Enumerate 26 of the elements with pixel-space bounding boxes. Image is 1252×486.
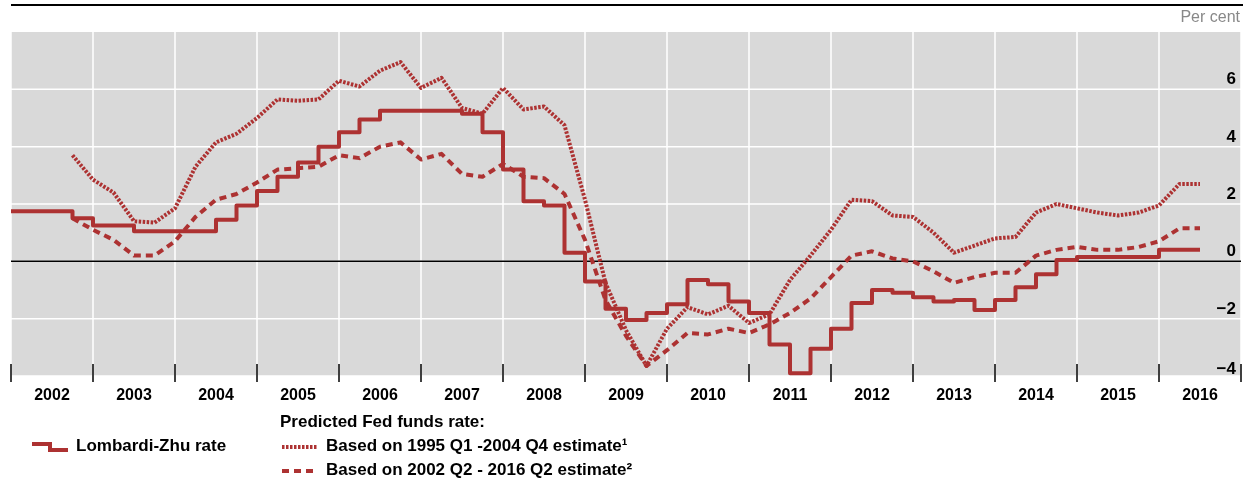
legend-label: Based on 2002 Q2 - 2016 Q2 estimate² (326, 460, 633, 480)
x-tick-label: 2004 (198, 386, 234, 403)
x-tick-label: 2011 (772, 386, 808, 403)
x-tick-label: 2014 (1018, 386, 1054, 403)
x-tick-label: 2015 (1100, 386, 1136, 403)
y-tick-label: 6 (1226, 69, 1236, 89)
y-axis-title: Per cent (1180, 8, 1240, 26)
x-tick-label: 2012 (854, 386, 890, 403)
legend-title: Predicted Fed funds rate: (280, 412, 486, 432)
x-tick-label: 2008 (526, 386, 562, 403)
x-tick-label: 2005 (280, 386, 316, 403)
x-tick-label: 2013 (936, 386, 972, 403)
x-tick-label: 2002 (34, 386, 70, 403)
x-tick-label: 2007 (444, 386, 480, 403)
y-tick-label: −2 (1216, 298, 1236, 318)
x-tick-label: 2006 (362, 386, 398, 403)
y-tick-label: 4 (1226, 126, 1237, 146)
x-tick-label: 2010 (690, 386, 726, 403)
x-tick-label: 2003 (116, 386, 152, 403)
x-tick-label: 2016 (1182, 386, 1218, 403)
y-tick-label: 0 (1226, 241, 1236, 261)
y-tick-label: −4 (1216, 359, 1237, 378)
y-tick-label: 2 (1226, 184, 1236, 203)
legend-label: Based on 1995 Q1 -2004 Q4 estimate¹ (326, 436, 628, 456)
legend-label: Lombardi-Zhu rate (76, 436, 227, 456)
x-tick-label: 2009 (608, 386, 644, 403)
